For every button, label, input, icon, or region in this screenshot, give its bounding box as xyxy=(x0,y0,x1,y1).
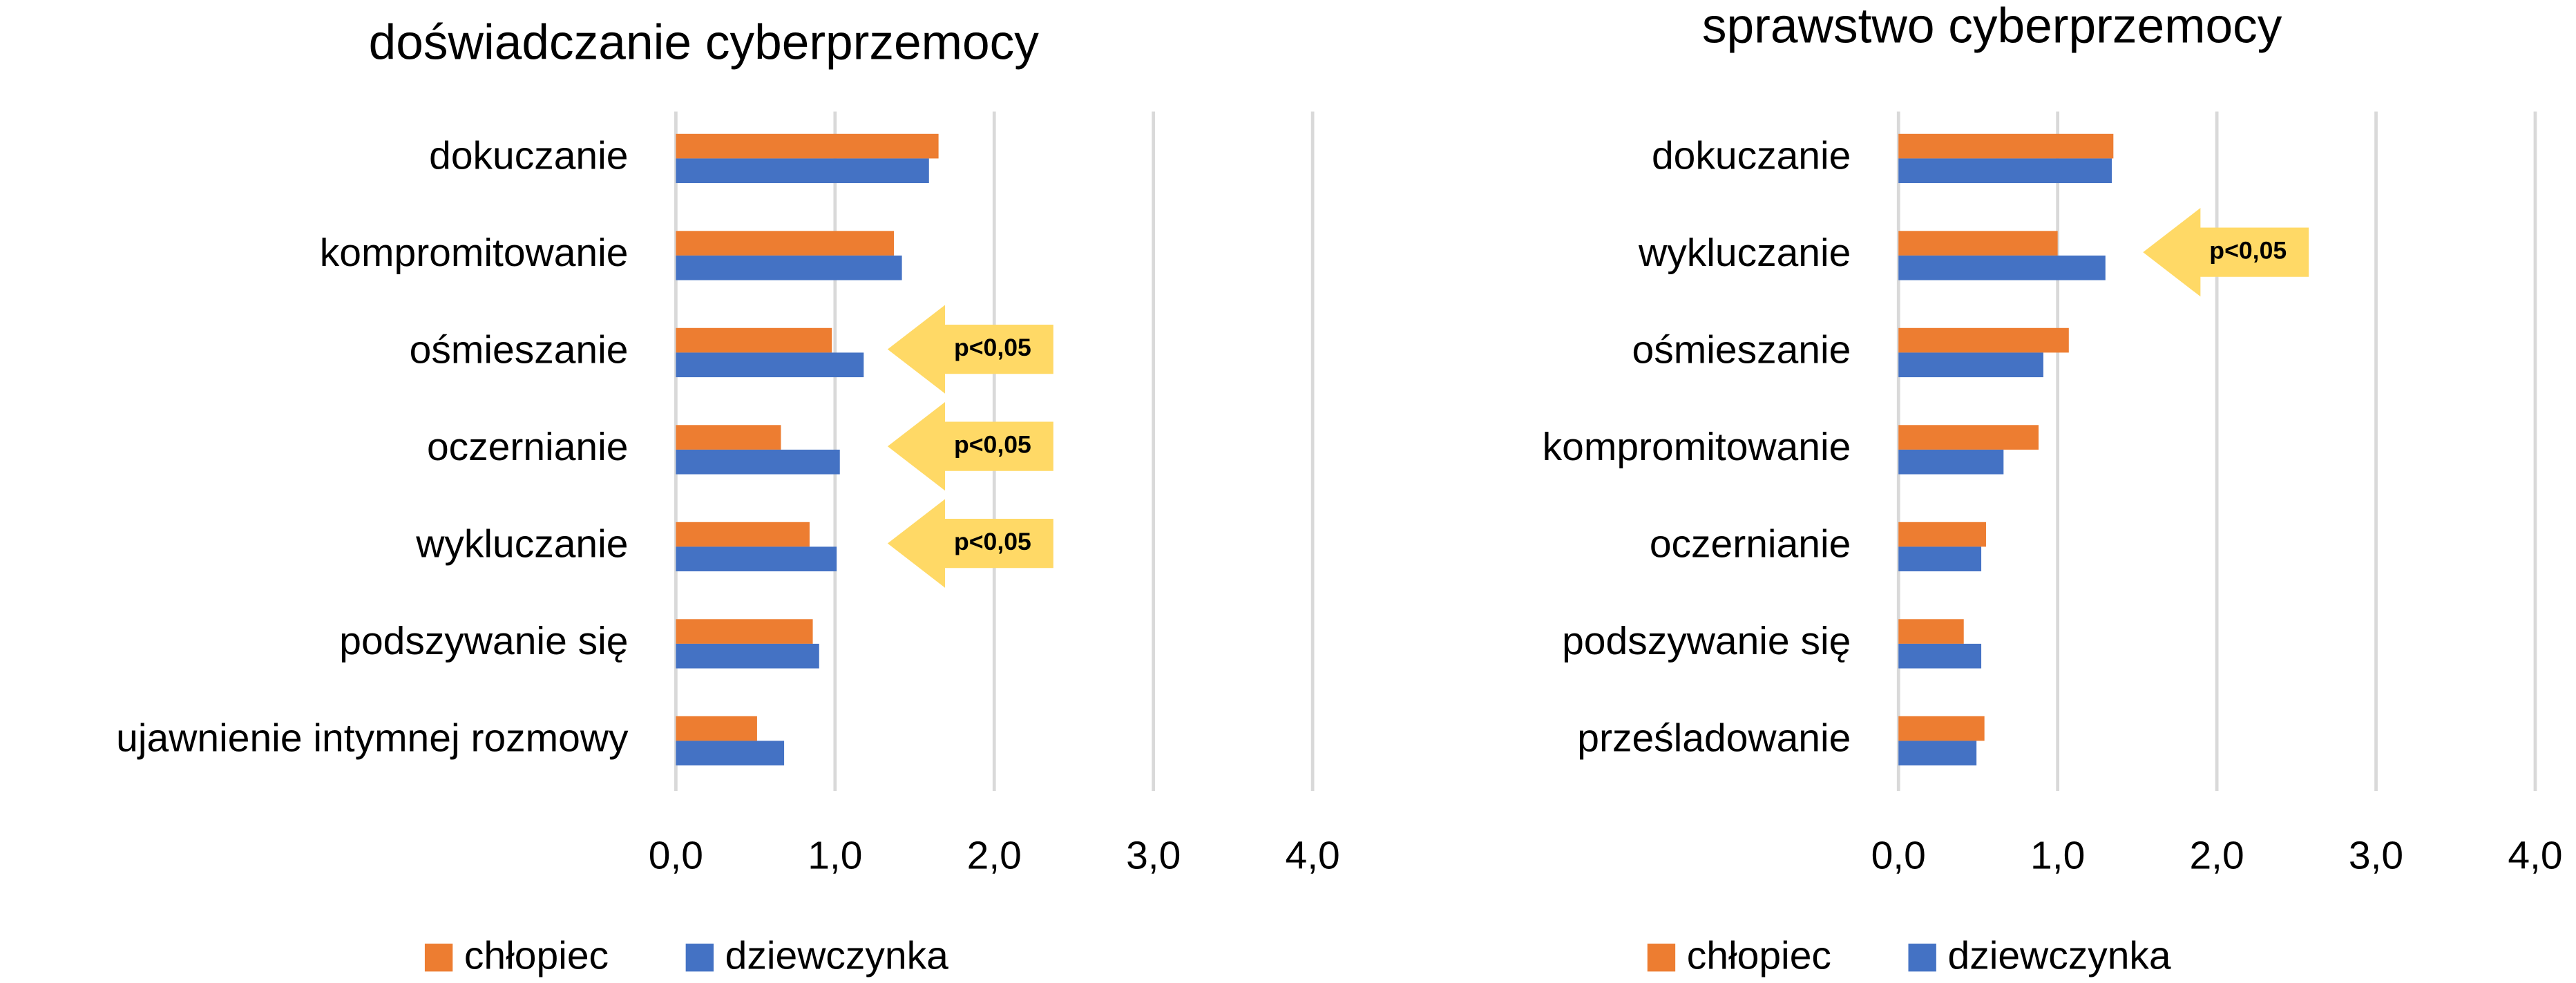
bar xyxy=(1898,425,2039,450)
x-tick-label: 4,0 xyxy=(2508,834,2562,878)
category-label: dokuczanie xyxy=(429,133,628,178)
chart-title: doświadczanie cyberprzemocy xyxy=(369,15,1040,70)
annotation-text: p<0,05 xyxy=(954,431,1031,459)
bar xyxy=(676,522,810,547)
x-tick-label: 1,0 xyxy=(808,834,862,878)
bar xyxy=(676,716,757,741)
bar xyxy=(676,231,895,256)
legend-swatch xyxy=(1908,943,1936,972)
annotation-text: p<0,05 xyxy=(954,528,1031,555)
bar xyxy=(676,643,819,669)
category-label: podszywanie się xyxy=(1562,619,1851,663)
bar xyxy=(1898,449,2004,475)
bar xyxy=(1898,522,1986,547)
bar xyxy=(676,327,832,353)
bar xyxy=(676,619,813,644)
bar xyxy=(1898,716,1985,741)
annotation-arrow xyxy=(887,402,1053,491)
annotation-arrow xyxy=(887,499,1053,588)
bar xyxy=(676,425,781,450)
x-tick-label: 3,0 xyxy=(1126,834,1181,878)
bar xyxy=(676,546,837,572)
bar xyxy=(676,133,939,159)
x-tick-label: 4,0 xyxy=(1286,834,1340,878)
bar xyxy=(1898,741,1977,766)
bar xyxy=(1898,231,2058,256)
x-tick-label: 0,0 xyxy=(1871,834,1926,878)
legend-label: dziewczynka xyxy=(1948,933,2171,977)
category-label: ośmieszanie xyxy=(410,327,629,372)
x-tick-label: 0,0 xyxy=(649,834,703,878)
x-tick-label: 2,0 xyxy=(2189,834,2244,878)
bar xyxy=(676,741,785,766)
legend-label: chłopiec xyxy=(464,933,609,977)
x-tick-label: 3,0 xyxy=(2349,834,2403,878)
category-label: kompromitowanie xyxy=(1543,425,1851,469)
bar xyxy=(1898,255,2106,280)
category-label: oczernianie xyxy=(1650,522,1851,566)
category-label: dokuczanie xyxy=(1652,133,1851,178)
x-tick-label: 1,0 xyxy=(2030,834,2085,878)
category-label: kompromitowanie xyxy=(320,231,629,275)
category-label: prześladowanie xyxy=(1577,716,1851,760)
bar xyxy=(676,255,902,280)
category-label: wykluczanie xyxy=(1638,231,1851,275)
annotation-text: p<0,05 xyxy=(954,334,1031,361)
bar xyxy=(1898,546,1982,572)
bar xyxy=(1898,352,2043,378)
bar xyxy=(676,449,840,475)
annotation-arrow xyxy=(2143,208,2309,297)
annotation-arrow xyxy=(887,305,1053,394)
bar xyxy=(1898,133,2114,159)
bar xyxy=(1898,158,2112,184)
chart-title: sprawstwo cyberprzemocy xyxy=(1702,0,2282,54)
x-tick-label: 2,0 xyxy=(967,834,1022,878)
category-label: ujawnienie intymnej rozmowy xyxy=(116,716,629,760)
legend-swatch xyxy=(424,943,453,972)
bar xyxy=(1898,327,2069,353)
annotation-text: p<0,05 xyxy=(2209,237,2287,265)
legend-label: dziewczynka xyxy=(725,933,948,977)
category-label: podszywanie się xyxy=(339,619,628,663)
legend-label: chłopiec xyxy=(1687,933,1831,977)
bar xyxy=(1898,619,1964,644)
legend-swatch xyxy=(685,943,714,972)
bar xyxy=(676,352,864,378)
bar xyxy=(1898,643,1982,669)
category-label: oczernianie xyxy=(427,425,629,469)
legend-swatch xyxy=(1647,943,1676,972)
category-label: wykluczanie xyxy=(415,522,628,566)
bar xyxy=(676,158,929,184)
category-label: ośmieszanie xyxy=(1632,327,1851,372)
